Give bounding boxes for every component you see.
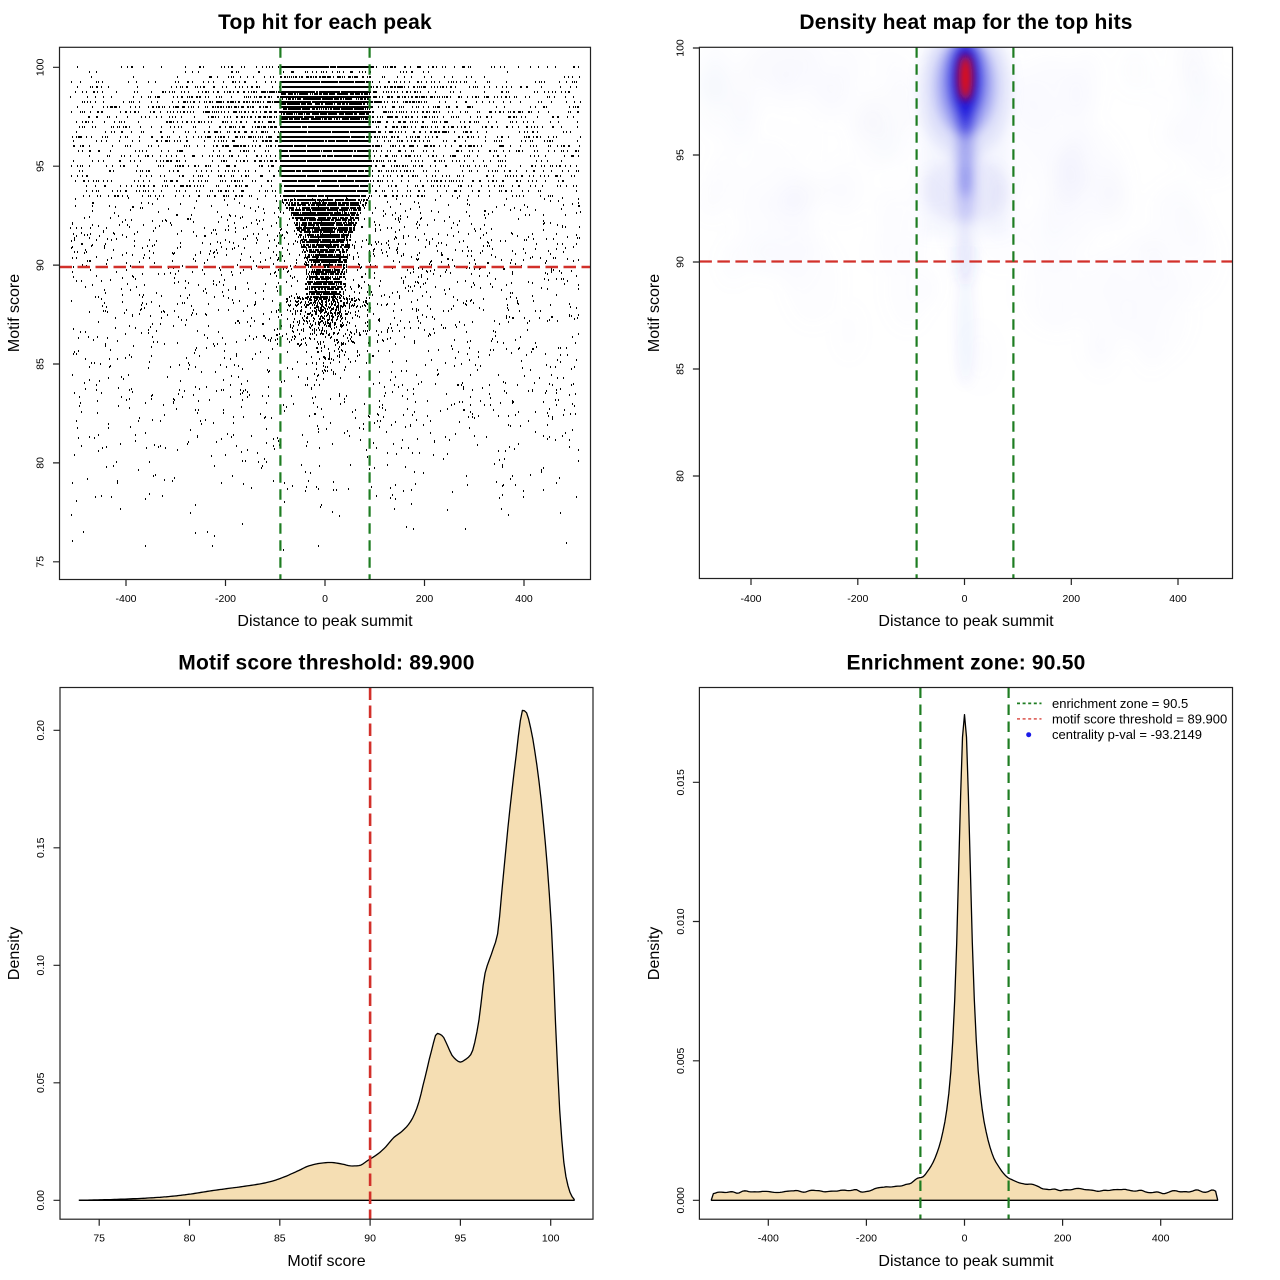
svg-text:85: 85	[674, 363, 686, 375]
svg-text:-200: -200	[847, 593, 868, 605]
svg-text:-400: -400	[115, 593, 136, 605]
svg-text:400: 400	[1169, 593, 1187, 605]
svg-text:Motif score threshold: 89.900: Motif score threshold: 89.900	[178, 652, 474, 675]
svg-text:80: 80	[184, 1233, 196, 1245]
svg-text:-200: -200	[856, 1233, 877, 1245]
svg-text:Density: Density	[6, 927, 23, 980]
svg-text:90: 90	[364, 1233, 376, 1245]
svg-text:100: 100	[674, 39, 686, 57]
svg-text:Distance to peak summit: Distance to peak summit	[878, 1253, 1054, 1270]
svg-text:90: 90	[674, 256, 686, 268]
svg-text:Motif score: Motif score	[287, 1253, 365, 1270]
svg-text:0: 0	[962, 1233, 968, 1245]
svg-text:0: 0	[322, 593, 328, 605]
svg-text:200: 200	[1054, 1233, 1072, 1245]
svg-text:motif score threshold = 89.900: motif score threshold = 89.900	[1052, 711, 1227, 726]
svg-text:75: 75	[93, 1233, 105, 1245]
svg-text:0.000: 0.000	[675, 1187, 687, 1213]
svg-text:400: 400	[515, 593, 533, 605]
svg-text:Density heat map for the top h: Density heat map for the top hits	[799, 11, 1132, 34]
svg-text:0.05: 0.05	[35, 1072, 47, 1093]
svg-text:Distance to peak summit: Distance to peak summit	[237, 613, 413, 630]
svg-text:100: 100	[35, 58, 47, 76]
svg-text:80: 80	[674, 470, 686, 482]
svg-text:100: 100	[542, 1233, 560, 1245]
svg-text:200: 200	[1063, 593, 1081, 605]
svg-text:0.20: 0.20	[35, 720, 47, 741]
svg-text:enrichment zone = 90.5: enrichment zone = 90.5	[1052, 696, 1188, 711]
svg-text:Motif score: Motif score	[6, 274, 23, 352]
svg-text:80: 80	[35, 457, 47, 469]
svg-text:0.00: 0.00	[35, 1190, 47, 1211]
svg-text:0: 0	[962, 593, 968, 605]
svg-text:-400: -400	[758, 1233, 779, 1245]
svg-text:centrality p-val = -93.2149: centrality p-val = -93.2149	[1052, 727, 1202, 742]
svg-text:-400: -400	[740, 593, 761, 605]
svg-text:Top hit for each peak: Top hit for each peak	[218, 11, 432, 34]
svg-text:0.15: 0.15	[35, 837, 47, 858]
svg-text:95: 95	[674, 149, 686, 161]
svg-text:85: 85	[274, 1233, 286, 1245]
svg-text:Enrichment zone: 90.50: Enrichment zone: 90.50	[847, 652, 1086, 675]
svg-text:200: 200	[416, 593, 434, 605]
svg-text:95: 95	[35, 160, 47, 172]
svg-text:-200: -200	[215, 593, 236, 605]
svg-text:0.005: 0.005	[675, 1048, 687, 1074]
svg-text:85: 85	[35, 358, 47, 370]
svg-text:95: 95	[455, 1233, 467, 1245]
svg-text:Motif score: Motif score	[646, 274, 663, 352]
svg-text:Density: Density	[646, 927, 663, 980]
svg-text:90: 90	[35, 259, 47, 271]
svg-text:75: 75	[35, 556, 47, 568]
svg-text:Distance to peak summit: Distance to peak summit	[878, 613, 1054, 630]
svg-text:0.10: 0.10	[35, 955, 47, 976]
svg-text:0.010: 0.010	[675, 908, 687, 934]
svg-text:0.015: 0.015	[675, 769, 687, 795]
svg-text:400: 400	[1152, 1233, 1170, 1245]
